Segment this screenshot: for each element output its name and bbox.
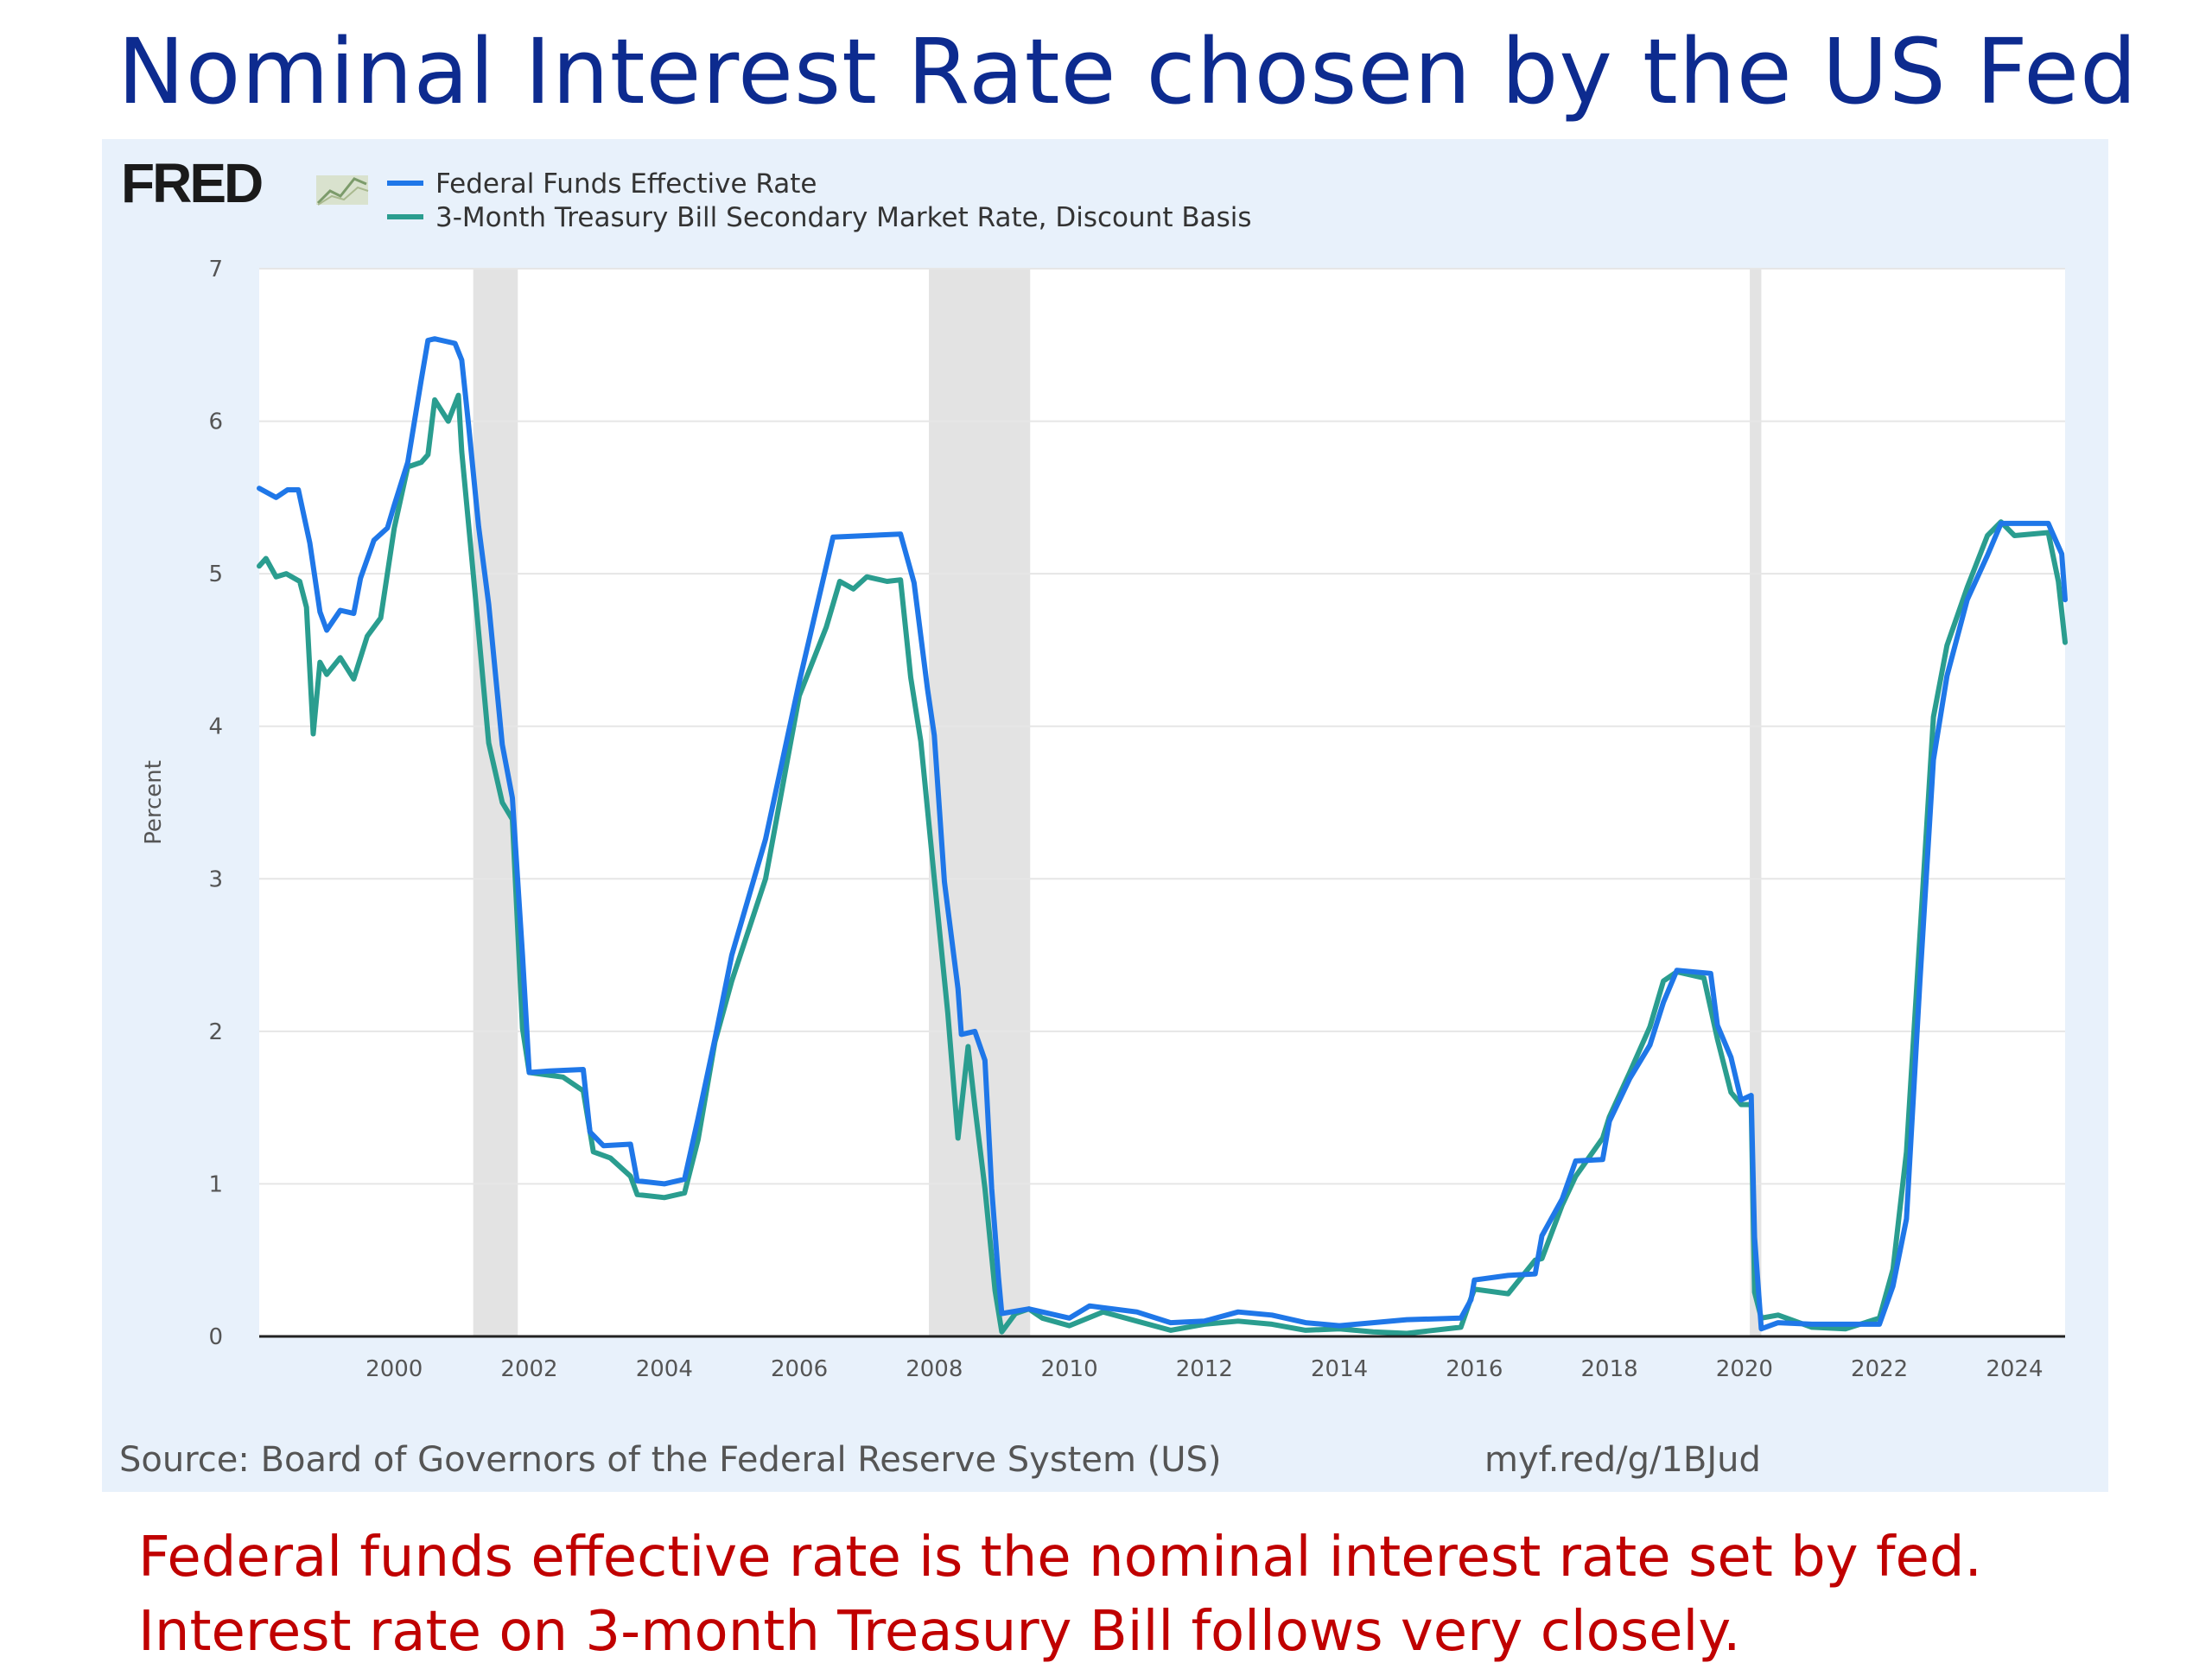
y-tick-label: 5 — [208, 562, 223, 587]
y-tick-label: 4 — [208, 714, 223, 740]
y-tick-label: 7 — [208, 257, 223, 282]
x-tick-label: 2014 — [1311, 1356, 1368, 1382]
y-tick-label: 3 — [208, 866, 223, 892]
x-tick-labels: 2000 2002 2004 2006 2008 2010 2012 2014 2016 2018… — [365, 1356, 2043, 1382]
series-lines — [257, 336, 2068, 1336]
x-tick-label: 2006 — [771, 1356, 828, 1382]
y-tick-label: 1 — [208, 1171, 223, 1197]
y-tick-label: 6 — [208, 409, 223, 435]
x-tick-label: 2002 — [500, 1356, 557, 1382]
x-tick-label: 2016 — [1446, 1356, 1503, 1382]
x-tick-label: 2010 — [1040, 1356, 1097, 1382]
y-tick-label: 2 — [208, 1019, 223, 1045]
fred-chart: FRED Federal Funds Effective Rate 3-Mont… — [119, 152, 2068, 1480]
slide-title: Nominal Interest Rate chosen by the US F… — [117, 19, 2139, 124]
x-tick-label: 2020 — [1716, 1356, 1773, 1382]
fred-logo-graph-icon — [316, 175, 369, 206]
x-tick-label: 2008 — [906, 1356, 963, 1382]
plot-area — [259, 269, 2065, 1336]
x-tick-label: 2024 — [1986, 1356, 2043, 1382]
x-tick-label: 2004 — [636, 1356, 693, 1382]
legend-label-fed-funds: Federal Funds Effective Rate — [435, 168, 817, 200]
fred-graph-panel: FRED Federal Funds Effective Rate 3-Mont… — [102, 139, 2108, 1492]
fred-logo-text: FRED — [121, 152, 262, 214]
y-tick-label: 0 — [208, 1324, 223, 1350]
legend: Federal Funds Effective Rate 3-Month Tre… — [387, 168, 1252, 233]
short-url-link[interactable]: myf.red/g/1BJud — [1484, 1440, 1761, 1480]
recession-band-2 — [1750, 269, 1762, 1336]
grid-lines — [259, 268, 2065, 1185]
x-tick-label: 2012 — [1176, 1356, 1233, 1382]
x-tick-label: 2018 — [1581, 1356, 1638, 1382]
x-tick-label: 2022 — [1851, 1356, 1908, 1382]
y-axis-label: Percent — [141, 760, 167, 845]
slide-caption: Federal funds effective rate is the nomi… — [138, 1526, 1982, 1664]
y-tick-labels: 0 1 2 3 4 5 6 7 — [208, 257, 223, 1350]
fred-logo[interactable]: FRED — [121, 152, 369, 214]
source-note: Source: Board of Governors of the Federa… — [119, 1440, 1222, 1480]
legend-label-tbill: 3-Month Treasury Bill Secondary Market R… — [435, 202, 1252, 233]
series-line-fed-funds — [257, 336, 2068, 1332]
recession-band-1 — [929, 269, 1031, 1336]
x-tick-label: 2000 — [365, 1356, 423, 1382]
